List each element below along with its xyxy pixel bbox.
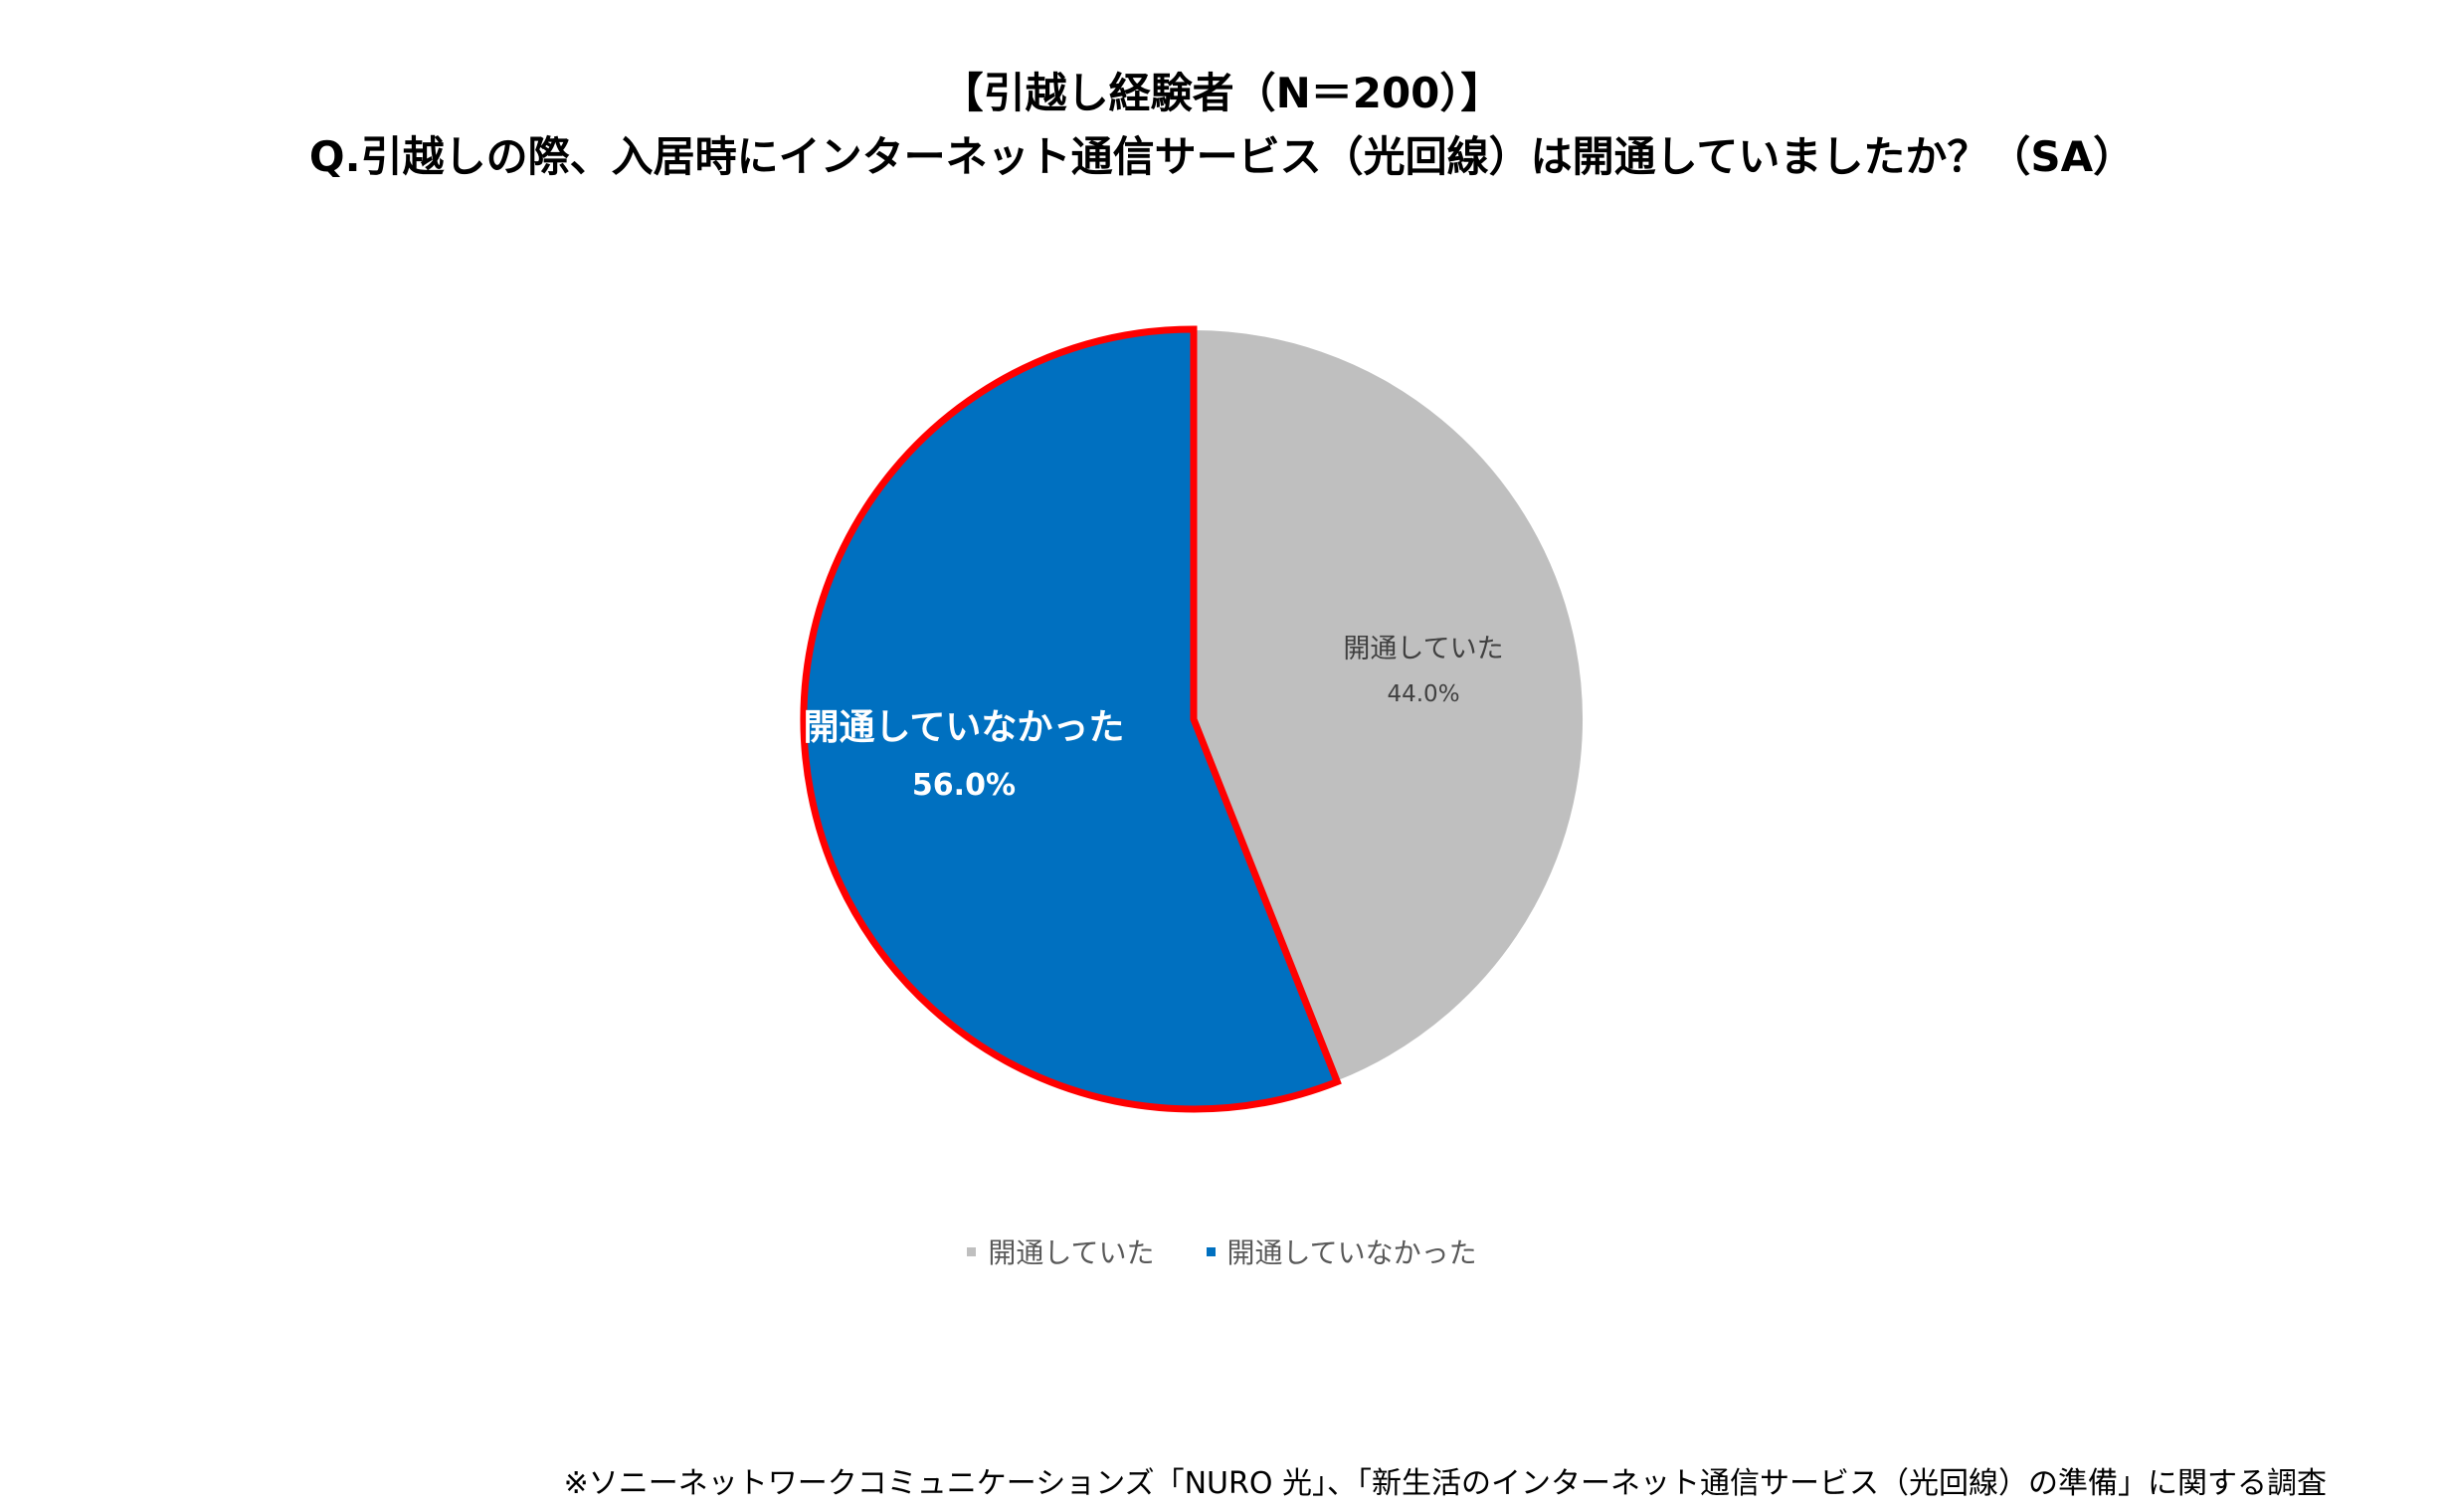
chart-title: 【引越し経験者（N＝200）】 Q.引越しの際、入居時にインターネット通信サービ…	[0, 62, 2444, 189]
slice-value-not-opened: 56.0%	[912, 768, 1016, 803]
pie-slices	[800, 325, 1585, 1113]
legend-item-not-opened: 開通していなかった	[1206, 1231, 1477, 1271]
legend-label-opened: 開通していた	[988, 1236, 1155, 1269]
slice-label-not-opened: 開通していなかった	[804, 707, 1125, 748]
source-note: ※ソニーネットワークコミュニケーションズ「NURO 光」、「新生活のインターネッ…	[563, 1466, 2327, 1501]
pie-slice-not-opened	[800, 325, 1342, 1113]
legend-swatch-not-opened	[1206, 1246, 1216, 1256]
slice-value-opened: 44.0%	[1387, 681, 1459, 707]
chart-legend: 開通していた 開通していなかった	[0, 1231, 2444, 1271]
chart-title-line-2: Q.引越しの際、入居時にインターネット通信サービス（光回線）は開通していましたか…	[308, 132, 2136, 181]
pie-slice-opened	[1193, 327, 1585, 1083]
legend-swatch-opened	[967, 1246, 977, 1256]
legend-label-not-opened: 開通していなかった	[1226, 1236, 1477, 1269]
chart-title-line-1: 【引越し経験者（N＝200）】	[941, 69, 1503, 117]
legend-item-opened: 開通していた	[967, 1231, 1155, 1271]
slice-label-opened: 開通していた	[1343, 634, 1503, 664]
pie-labels: 開通していた 44.0% 開通していなかった 56.0%	[804, 634, 1504, 803]
